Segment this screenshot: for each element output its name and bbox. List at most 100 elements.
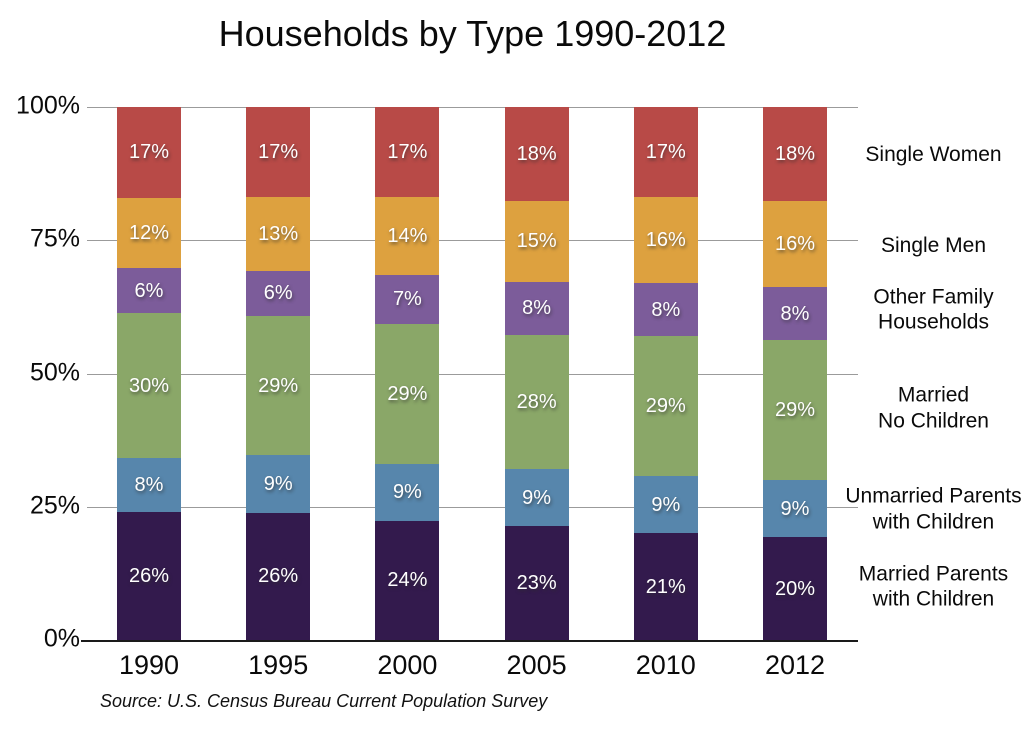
segment-value-label: 29% (645, 395, 686, 418)
chart-title: Households by Type 1990-2012 (218, 13, 727, 54)
bar-segment-married-no-children-2010: 29% (633, 336, 698, 477)
bar-segment-single-women-2010: 17% (633, 107, 698, 198)
bar-1995: 17% 13% 6% 29% 9% 26% (246, 107, 311, 640)
segment-value-label: 8% (134, 473, 164, 496)
bar-segment-single-men-2012: 16% (763, 201, 827, 288)
y-tick-label-75: 75% (29, 224, 80, 253)
bar-segment-single-men-1990: 12% (117, 197, 181, 268)
legend-label-married-no-children: Married No Children (878, 383, 989, 433)
bar-segment-married-no-children-2012: 29% (763, 340, 827, 481)
gridline-50 (87, 373, 858, 375)
segment-value-label: 12% (128, 221, 170, 244)
bar-2010: 17% 16% 8% 29% 9% 21% (633, 107, 698, 640)
bar-segment-unmarried-parents-with-children-2010: 9% (633, 476, 698, 534)
bar-segment-unmarried-parents-with-children-2012: 9% (763, 480, 827, 538)
x-tick-label-2000: 2000 (377, 650, 438, 680)
bar-segment-single-women-1990: 17% (117, 107, 181, 198)
bar-segment-married-parents-with-children-1990: 26% (117, 511, 181, 641)
segment-value-label: 17% (645, 141, 686, 164)
bar-segment-other-family-households-2000: 7% (375, 275, 440, 324)
segment-value-label: 9% (780, 497, 810, 520)
segment-value-label: 16% (774, 233, 816, 256)
source-note: Source: U.S. Census Bureau Current Popul… (100, 691, 548, 711)
x-axis-line (81, 640, 858, 642)
bar-segment-other-family-households-2012: 8% (763, 287, 827, 341)
bar-segment-unmarried-parents-with-children-2005: 9% (504, 469, 569, 526)
segment-value-label: 17% (128, 141, 170, 164)
segment-value-label: 17% (387, 141, 428, 164)
segment-value-label: 9% (651, 493, 681, 516)
y-tick-label-100: 100% (16, 91, 80, 120)
gridline-100 (87, 107, 858, 108)
segment-value-label: 9% (392, 481, 422, 504)
segment-value-label: 29% (774, 399, 816, 422)
y-tick-label-25: 25% (29, 491, 80, 520)
segment-value-label: 8% (780, 302, 810, 325)
segment-value-label: 9% (522, 486, 552, 509)
segment-value-label: 28% (516, 390, 557, 413)
x-tick-label-2010: 2010 (635, 650, 696, 680)
segment-value-label: 30% (128, 374, 170, 397)
bar-segment-unmarried-parents-with-children-1995: 9% (246, 455, 311, 513)
x-tick-label-1995: 1995 (248, 650, 309, 680)
gridline-75 (87, 240, 858, 242)
bar-segment-other-family-households-2005: 8% (504, 281, 569, 335)
segment-value-label: 8% (522, 297, 552, 320)
plot-area: 17% 12% 6% 30% 8% 26% 17% 13% 6% 29% 9% 26% 17% 14% 7%… (81, 107, 858, 642)
segment-value-label: 21% (645, 575, 686, 598)
legend-label-married-parents-with-children: Married Parents with Children (858, 562, 1009, 611)
segment-value-label: 29% (387, 382, 428, 405)
segment-value-label: 23% (516, 571, 557, 594)
segment-value-label: 8% (651, 298, 681, 321)
segment-value-label: 18% (516, 142, 557, 165)
bar-segment-single-women-2000: 17% (375, 107, 440, 198)
bar-2000: 17% 14% 7% 29% 9% 24% (375, 107, 440, 640)
bar-segment-single-men-1995: 13% (246, 197, 311, 271)
gridline-25 (87, 506, 858, 508)
bar-2012: 18% 16% 8% 29% 9% 20% (763, 107, 827, 640)
bar-segment-married-parents-with-children-2010: 21% (633, 533, 698, 640)
segment-value-label: 26% (128, 564, 170, 587)
segment-value-label: 6% (134, 279, 164, 302)
bar-1990: 17% 12% 6% 30% 8% 26% (117, 107, 181, 641)
bar-segment-married-no-children-2005: 28% (504, 334, 569, 470)
x-tick-label-2012: 2012 (764, 650, 826, 680)
legend-label-unmarried-parents-with-children: Unmarried Parents with Children (845, 484, 1022, 534)
segment-value-label: 9% (263, 473, 293, 496)
segment-value-label: 14% (387, 225, 428, 248)
segment-value-label: 18% (774, 143, 816, 166)
bar-2005: 18% 15% 8% 28% 9% 23% (504, 107, 569, 641)
bar-segment-married-no-children-2000: 29% (375, 323, 440, 464)
segment-value-label: 24% (387, 569, 428, 592)
bar-segment-other-family-households-1990: 6% (117, 267, 181, 314)
segment-value-label: 7% (392, 288, 422, 311)
y-tick-label-50: 50% (29, 357, 80, 386)
bar-segment-single-women-2005: 18% (504, 107, 569, 201)
segment-value-label: 29% (258, 374, 299, 397)
bar-segment-single-men-2005: 15% (504, 200, 569, 282)
bar-segment-married-parents-with-children-2005: 23% (504, 525, 569, 641)
bar-segment-single-men-2010: 16% (633, 197, 698, 284)
x-tick-label-1990: 1990 (118, 650, 180, 680)
bar-segment-unmarried-parents-with-children-2000: 9% (375, 463, 440, 521)
bar-segment-other-family-households-1995: 6% (246, 270, 311, 316)
legend-label-other-family-households: Other Family Households (873, 284, 994, 334)
bar-segment-unmarried-parents-with-children-1990: 8% (117, 458, 181, 512)
bar-segment-single-women-1995: 17% (246, 107, 311, 198)
segment-value-label: 20% (774, 577, 816, 600)
segment-value-label: 17% (258, 141, 299, 164)
bar-segment-married-parents-with-children-2012: 20% (763, 537, 827, 640)
segment-value-label: 6% (263, 282, 293, 305)
bar-segment-married-parents-with-children-2000: 24% (375, 520, 440, 640)
segment-value-label: 16% (645, 229, 686, 252)
legend-label-single-women: Single Women (865, 143, 1002, 167)
bar-segment-married-parents-with-children-1995: 26% (246, 512, 311, 640)
segment-value-label: 15% (516, 230, 557, 253)
segment-value-label: 26% (258, 565, 299, 588)
segment-value-label: 13% (258, 223, 299, 246)
bar-segment-other-family-households-2010: 8% (633, 283, 698, 337)
bar-segment-single-men-2000: 14% (375, 197, 440, 276)
x-tick-label-2005: 2005 (506, 650, 567, 680)
y-tick-label-0: 0% (43, 624, 80, 653)
